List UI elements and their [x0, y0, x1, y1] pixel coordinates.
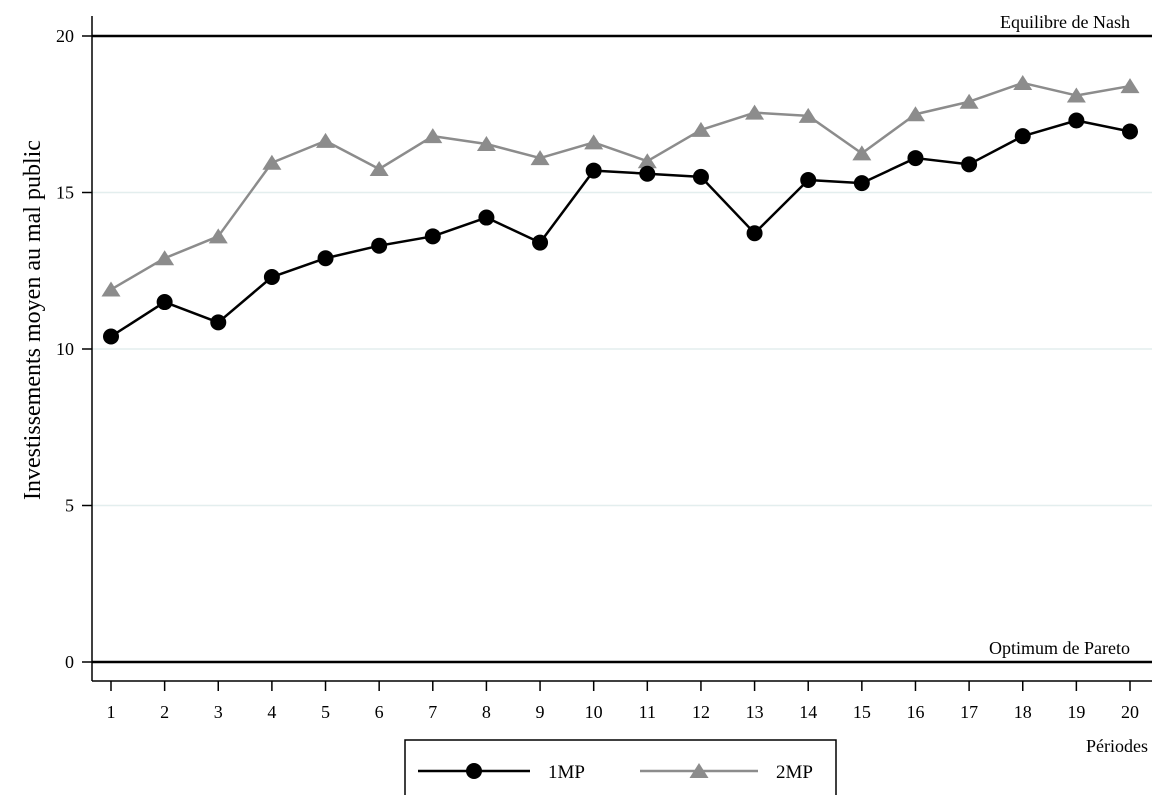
data-point-1mp: [853, 175, 870, 192]
data-point-2mp: [262, 154, 282, 170]
data-point-2mp: [101, 281, 121, 297]
data-point-1mp: [156, 294, 173, 311]
data-point-2mp: [852, 145, 872, 161]
data-point-1mp: [746, 225, 763, 242]
data-point-2mp: [798, 107, 818, 123]
x-tick-label: 7: [428, 702, 437, 722]
y-tick-label: 20: [56, 26, 74, 46]
data-point-1mp: [371, 237, 388, 254]
x-tick-label: 2: [160, 702, 169, 722]
x-tick-label: 16: [906, 702, 924, 722]
legend: 1MP 2MP: [404, 739, 837, 795]
reference-line-label: Equilibre de Nash: [1000, 12, 1130, 32]
data-point-2mp: [316, 132, 336, 148]
legend-label-1mp: 1MP: [548, 762, 585, 783]
y-tick-label: 5: [65, 496, 74, 516]
legend-label-2mp: 2MP: [776, 762, 813, 783]
x-tick-label: 15: [853, 702, 871, 722]
data-point-1mp: [800, 171, 817, 188]
data-point-2mp: [1013, 74, 1033, 90]
reference-lines: Equilibre de Nash Optimum de Pareto: [92, 12, 1152, 664]
data-point-1mp: [532, 234, 549, 251]
legend-marker-1mp: [466, 763, 482, 779]
data-point-1mp: [1122, 123, 1138, 140]
data-point-2mp: [369, 161, 389, 177]
series-2mp: [101, 74, 1140, 297]
series-1mp: [103, 112, 1138, 345]
data-point-1mp: [639, 165, 656, 182]
data-point-1mp: [907, 150, 924, 167]
data-point-2mp: [476, 135, 496, 151]
y-tick-label: 10: [56, 339, 74, 359]
data-point-1mp: [210, 314, 227, 331]
data-point-1mp: [317, 250, 334, 267]
legend-marker-2mp: [689, 763, 709, 778]
x-tick-label: 19: [1067, 702, 1085, 722]
data-point-2mp: [691, 121, 711, 137]
data-point-1mp: [478, 209, 495, 226]
x-tick-label: 11: [639, 702, 656, 722]
data-point-2mp: [745, 104, 765, 120]
x-tick-label: 6: [375, 702, 384, 722]
data-point-2mp: [959, 93, 979, 109]
data-point-1mp: [692, 168, 709, 185]
x-tick-label: 10: [585, 702, 603, 722]
data-point-2mp: [637, 153, 657, 169]
x-tick-label: 9: [536, 702, 545, 722]
y-axis-title: Investissements moyen au mal public: [20, 140, 46, 500]
y-tick-label: 0: [65, 652, 74, 672]
data-point-2mp: [208, 228, 228, 244]
data-point-2mp: [1066, 87, 1086, 103]
data-point-1mp: [424, 228, 441, 245]
x-tick-label: 12: [692, 702, 710, 722]
y-tick-label: 15: [56, 183, 74, 203]
reference-line-label: Optimum de Pareto: [989, 638, 1130, 658]
series-line-1mp: [110, 119, 1131, 338]
data-point-2mp: [584, 134, 604, 150]
series-line-2mp: [110, 81, 1131, 291]
grid-lines: [92, 35, 1152, 663]
data-point-1mp: [263, 269, 280, 286]
x-tick-label: 14: [799, 702, 817, 722]
x-tick-label: 3: [214, 702, 223, 722]
series: [101, 74, 1140, 345]
data-point-2mp: [1120, 78, 1140, 94]
data-point-1mp: [1068, 112, 1085, 129]
data-point-1mp: [961, 156, 978, 173]
x-tick-label: 1: [107, 702, 116, 722]
x-axis-title: Périodes: [1086, 736, 1148, 756]
data-point-2mp: [423, 128, 443, 144]
data-point-2mp: [155, 250, 175, 266]
data-point-1mp: [103, 328, 119, 345]
x-tick-label: 8: [482, 702, 491, 722]
x-tick-label: 20: [1121, 702, 1139, 722]
data-point-2mp: [905, 106, 925, 122]
x-tick-label: 17: [960, 702, 978, 722]
data-point-1mp: [1014, 128, 1031, 145]
x-tick-label: 18: [1014, 702, 1032, 722]
x-tick-label: 5: [321, 702, 330, 722]
x-tick-label: 13: [746, 702, 764, 722]
data-point-2mp: [530, 150, 550, 166]
x-tick-label: 4: [267, 702, 276, 722]
data-point-1mp: [585, 162, 602, 179]
